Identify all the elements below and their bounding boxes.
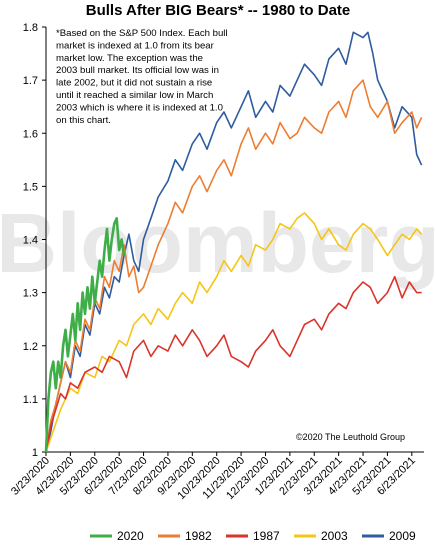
footnote-line: market low. The exception was the xyxy=(56,53,203,64)
y-tick-label: 1.8 xyxy=(23,22,38,34)
source-credit: ©2020 The Leuthold Group xyxy=(296,432,405,442)
watermark: Bloomberg xyxy=(0,196,436,290)
chart-title: Bulls After BIG Bears* -- 1980 to Date xyxy=(86,2,351,19)
legend-label-1987: 1987 xyxy=(253,529,280,543)
footnote-line: *Based on the S&P 500 Index. Each bull xyxy=(56,28,228,39)
footnote-line: late 2002, but it did not sustain a rise xyxy=(56,78,212,89)
y-tick-label: 1.4 xyxy=(23,235,38,247)
y-tick-label: 1.5 xyxy=(23,181,38,193)
y-tick-label: 1.2 xyxy=(23,341,38,353)
y-tick-label: 1.3 xyxy=(23,288,38,300)
y-tick-label: 1.7 xyxy=(23,75,38,87)
legend-label-2009: 2009 xyxy=(389,529,416,543)
footnote-line: on this chart. xyxy=(56,115,111,126)
legend-label-2003: 2003 xyxy=(321,529,348,543)
series-line-2020 xyxy=(44,217,126,453)
footnote-line: market is indexed at 1.0 from its bear xyxy=(56,40,215,51)
series-line-2009 xyxy=(45,31,423,453)
y-tick-label: 1.6 xyxy=(23,128,38,140)
series-line-1987 xyxy=(45,275,422,453)
legend-label-2020: 2020 xyxy=(117,529,144,543)
legend-label-1982: 1982 xyxy=(185,529,212,543)
watermark-text: Bloomberg xyxy=(0,196,436,290)
footnote-line: 2003 bull market. Its official low was i… xyxy=(56,65,219,76)
y-tick-label: 1.1 xyxy=(23,394,38,406)
y-tick-label: 1 xyxy=(32,447,38,459)
legend: 2020 1982 1987 2003 2009 xyxy=(90,529,416,543)
footnote: *Based on the S&P 500 Index. Each bullma… xyxy=(56,28,228,126)
series-lines xyxy=(44,31,423,453)
footnote-line: 2003 which is where it is indexed at 1.0 xyxy=(56,102,223,113)
footnote-line: until it reached a similar low in March xyxy=(56,90,213,101)
series-line-1982 xyxy=(45,79,423,453)
